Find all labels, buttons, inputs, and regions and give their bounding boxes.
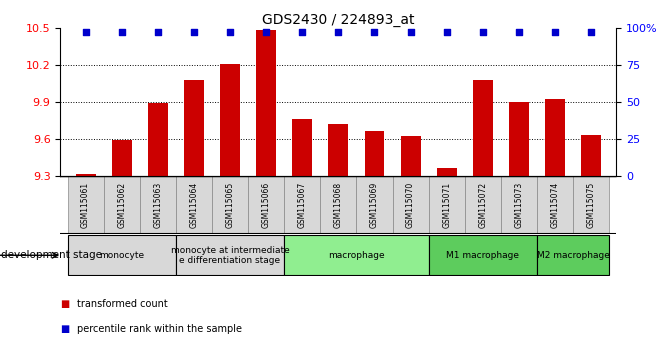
- FancyBboxPatch shape: [429, 176, 465, 234]
- FancyBboxPatch shape: [573, 176, 609, 234]
- Bar: [292, 119, 312, 176]
- FancyBboxPatch shape: [176, 235, 284, 275]
- Bar: [328, 124, 348, 176]
- Bar: [256, 29, 276, 176]
- Bar: [364, 131, 385, 176]
- Text: GSM115064: GSM115064: [190, 182, 198, 228]
- Point: [586, 29, 596, 35]
- FancyBboxPatch shape: [465, 176, 501, 234]
- Text: GSM115071: GSM115071: [442, 182, 451, 228]
- Point: [117, 29, 127, 35]
- FancyBboxPatch shape: [284, 176, 320, 234]
- Text: monocyte at intermediate
e differentiation stage: monocyte at intermediate e differentiati…: [171, 246, 289, 265]
- Text: transformed count: transformed count: [77, 299, 168, 309]
- FancyBboxPatch shape: [393, 176, 429, 234]
- Bar: [76, 174, 96, 176]
- Bar: [148, 103, 168, 176]
- Text: GSM115068: GSM115068: [334, 182, 343, 228]
- FancyBboxPatch shape: [356, 176, 393, 234]
- Bar: [473, 80, 492, 176]
- FancyBboxPatch shape: [104, 176, 140, 234]
- Point: [369, 29, 380, 35]
- Bar: [401, 136, 421, 176]
- FancyBboxPatch shape: [248, 176, 284, 234]
- Bar: [581, 135, 601, 176]
- Text: percentile rank within the sample: percentile rank within the sample: [77, 324, 242, 334]
- FancyBboxPatch shape: [68, 176, 104, 234]
- Point: [405, 29, 416, 35]
- FancyBboxPatch shape: [68, 235, 176, 275]
- Title: GDS2430 / 224893_at: GDS2430 / 224893_at: [262, 13, 415, 27]
- Point: [261, 29, 271, 35]
- Point: [478, 29, 488, 35]
- Bar: [220, 64, 240, 176]
- Text: GSM115072: GSM115072: [478, 182, 487, 228]
- Point: [513, 29, 524, 35]
- Point: [80, 29, 91, 35]
- Bar: [509, 102, 529, 176]
- Text: monocyte: monocyte: [99, 251, 144, 260]
- Text: ■: ■: [60, 299, 70, 309]
- Bar: [545, 99, 565, 176]
- Point: [549, 29, 560, 35]
- FancyBboxPatch shape: [537, 235, 609, 275]
- Text: macrophage: macrophage: [328, 251, 385, 260]
- Text: GSM115061: GSM115061: [81, 182, 90, 228]
- Text: M1 macrophage: M1 macrophage: [446, 251, 519, 260]
- FancyBboxPatch shape: [320, 176, 356, 234]
- Point: [442, 29, 452, 35]
- FancyBboxPatch shape: [501, 176, 537, 234]
- FancyBboxPatch shape: [284, 235, 429, 275]
- Text: GSM115074: GSM115074: [551, 182, 559, 228]
- Bar: [184, 80, 204, 176]
- Bar: [437, 168, 457, 176]
- FancyBboxPatch shape: [537, 176, 573, 234]
- Text: GSM115066: GSM115066: [261, 182, 271, 228]
- Text: GSM115070: GSM115070: [406, 182, 415, 228]
- Bar: [112, 140, 131, 176]
- Text: ■: ■: [60, 324, 70, 334]
- FancyBboxPatch shape: [176, 176, 212, 234]
- Text: GSM115063: GSM115063: [153, 182, 162, 228]
- Text: GSM115069: GSM115069: [370, 182, 379, 228]
- Text: GSM115065: GSM115065: [226, 182, 234, 228]
- Text: GSM115062: GSM115062: [117, 182, 126, 228]
- FancyBboxPatch shape: [140, 176, 176, 234]
- Text: M2 macrophage: M2 macrophage: [537, 251, 610, 260]
- Point: [333, 29, 344, 35]
- Text: GSM115075: GSM115075: [587, 182, 596, 228]
- FancyBboxPatch shape: [429, 235, 537, 275]
- FancyBboxPatch shape: [212, 176, 248, 234]
- Text: development stage: development stage: [1, 250, 103, 260]
- Point: [297, 29, 308, 35]
- Point: [153, 29, 163, 35]
- Text: GSM115067: GSM115067: [297, 182, 307, 228]
- Point: [188, 29, 199, 35]
- Text: GSM115073: GSM115073: [515, 182, 523, 228]
- Point: [224, 29, 235, 35]
